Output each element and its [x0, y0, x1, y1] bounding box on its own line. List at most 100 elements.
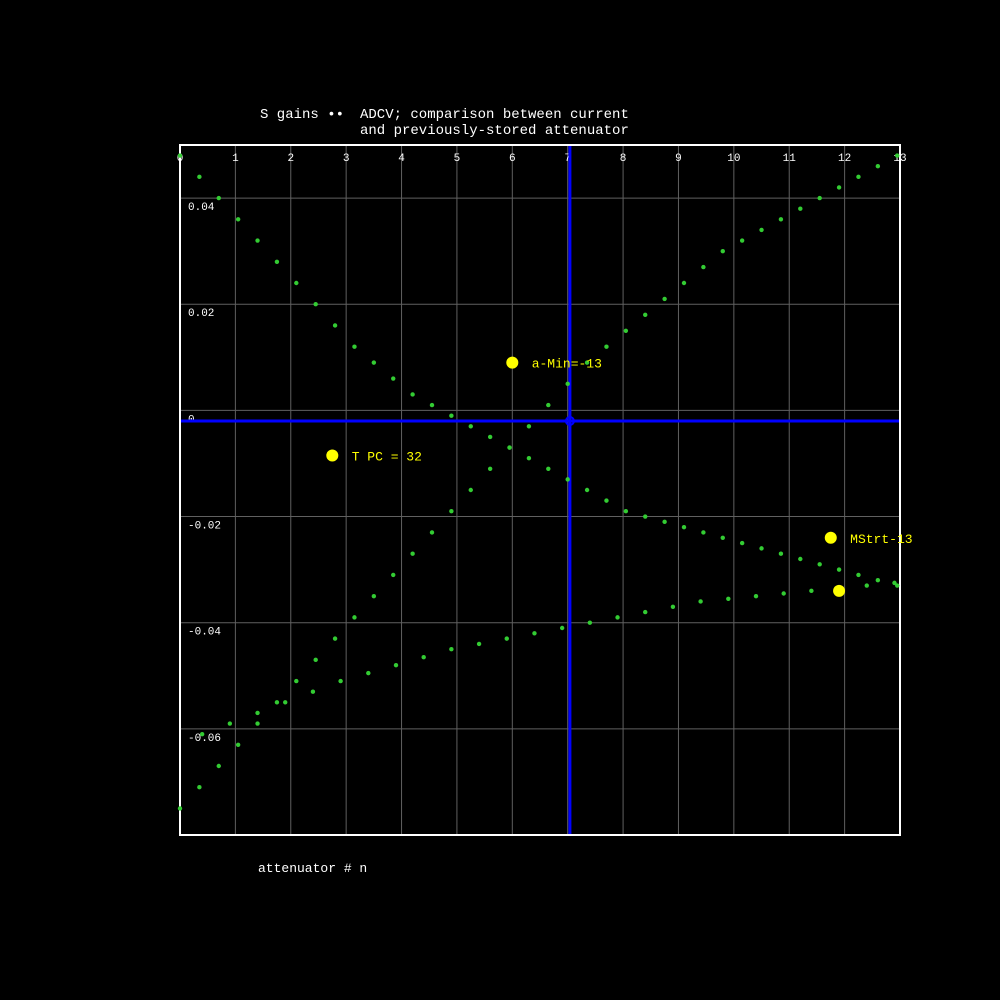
series-asc-dot — [817, 196, 821, 200]
series-asc-dot — [236, 743, 240, 747]
series-desc-dot — [682, 525, 686, 529]
ytick-label: -0.04 — [188, 627, 221, 639]
series-desc-dot — [197, 175, 201, 179]
series-asc-dot — [333, 636, 337, 640]
series-low-dot — [532, 631, 536, 635]
series-desc-dot — [701, 530, 705, 534]
annotation-marker — [506, 357, 518, 369]
title-prefix: S gains •• — [260, 107, 344, 123]
series-low-dot — [311, 689, 315, 693]
series-desc-dot — [565, 477, 569, 481]
series-asc-dot — [682, 281, 686, 285]
series-desc-dot — [527, 456, 531, 460]
series-low-dot — [505, 636, 509, 640]
series-asc-dot — [197, 785, 201, 789]
series-desc-dot — [410, 392, 414, 396]
series-low-dot — [421, 655, 425, 659]
annotation-label: T PC = 32 — [352, 450, 422, 465]
series-asc-dot — [740, 238, 744, 242]
series-desc-dot — [372, 360, 376, 364]
x-axis-label: attenuator # n — [258, 861, 367, 876]
series-low-dot — [588, 620, 592, 624]
series-low-dot — [754, 594, 758, 598]
series-asc-dot — [662, 297, 666, 301]
series-asc-dot — [255, 721, 259, 725]
series-low-dot — [449, 647, 453, 651]
series-low-dot — [560, 626, 564, 630]
series-desc-dot — [624, 509, 628, 513]
series-asc-dot — [275, 700, 279, 704]
series-asc-dot — [895, 153, 899, 157]
series-desc-dot — [469, 424, 473, 428]
series-desc-dot — [313, 302, 317, 306]
series-asc-dot — [313, 658, 317, 662]
series-desc-dot — [856, 573, 860, 577]
gain-comparison-chart: S gains •• ADCV; comparison between curre… — [0, 0, 1000, 1000]
series-desc-dot — [779, 551, 783, 555]
series-asc-dot — [604, 344, 608, 348]
series-desc-dot — [604, 498, 608, 502]
series-asc-dot — [469, 488, 473, 492]
series-desc-dot — [740, 541, 744, 545]
annotation-label: MStrt-13 — [850, 532, 912, 547]
series-asc-dot — [294, 679, 298, 683]
series-low-dot — [228, 721, 232, 725]
series-asc-dot — [798, 206, 802, 210]
ytick-label: -0.06 — [188, 733, 221, 745]
series-desc-dot — [721, 536, 725, 540]
series-asc-dot — [449, 509, 453, 513]
series-low-dot — [643, 610, 647, 614]
series-low-dot — [283, 700, 287, 704]
series-low-dot — [200, 732, 204, 736]
series-desc-dot — [585, 488, 589, 492]
series-desc-dot — [275, 260, 279, 264]
series-desc-dot — [178, 153, 182, 157]
xtick-label: 4 — [398, 153, 405, 165]
series-asc-dot — [759, 228, 763, 232]
series-low-dot — [698, 599, 702, 603]
series-asc-dot — [876, 164, 880, 168]
annotation-label: a-Min=-13 — [532, 357, 602, 372]
series-low-dot — [255, 711, 259, 715]
xtick-label: 3 — [343, 153, 350, 165]
series-low-dot — [671, 605, 675, 609]
series-low-dot — [394, 663, 398, 667]
series-asc-dot — [643, 313, 647, 317]
xtick-label: 9 — [675, 153, 682, 165]
series-asc-dot — [527, 424, 531, 428]
series-asc-dot — [217, 764, 221, 768]
series-asc-dot — [701, 265, 705, 269]
series-asc-dot — [546, 403, 550, 407]
series-desc-dot — [391, 376, 395, 380]
series-desc-dot — [217, 196, 221, 200]
xtick-label: 6 — [509, 153, 516, 165]
series-asc-dot — [779, 217, 783, 221]
xtick-label: 1 — [232, 153, 239, 165]
series-desc-dot — [449, 413, 453, 417]
series-low-dot — [366, 671, 370, 675]
series-asc-dot — [352, 615, 356, 619]
series-desc-dot — [759, 546, 763, 550]
series-desc-dot — [546, 467, 550, 471]
series-low-dot — [781, 591, 785, 595]
annotation-marker — [825, 532, 837, 544]
series-desc-dot — [876, 578, 880, 582]
title-line-2: and previously-stored attenuator — [360, 123, 629, 139]
series-low-dot — [726, 597, 730, 601]
title-line-1: ADCV; comparison between current — [360, 107, 629, 123]
series-low-dot — [338, 679, 342, 683]
series-desc-dot — [488, 435, 492, 439]
series-desc-dot — [662, 520, 666, 524]
series-low-dot — [865, 583, 869, 587]
series-asc-dot — [565, 382, 569, 386]
annotation-marker — [833, 585, 845, 597]
series-asc-dot — [837, 185, 841, 189]
xtick-label: 12 — [838, 153, 851, 165]
series-desc-dot — [643, 514, 647, 518]
series-desc-dot — [294, 281, 298, 285]
series-asc-dot — [391, 573, 395, 577]
series-desc-dot — [236, 217, 240, 221]
series-asc-dot — [488, 467, 492, 471]
chart-bg — [0, 0, 1000, 1000]
xtick-label: 8 — [620, 153, 627, 165]
